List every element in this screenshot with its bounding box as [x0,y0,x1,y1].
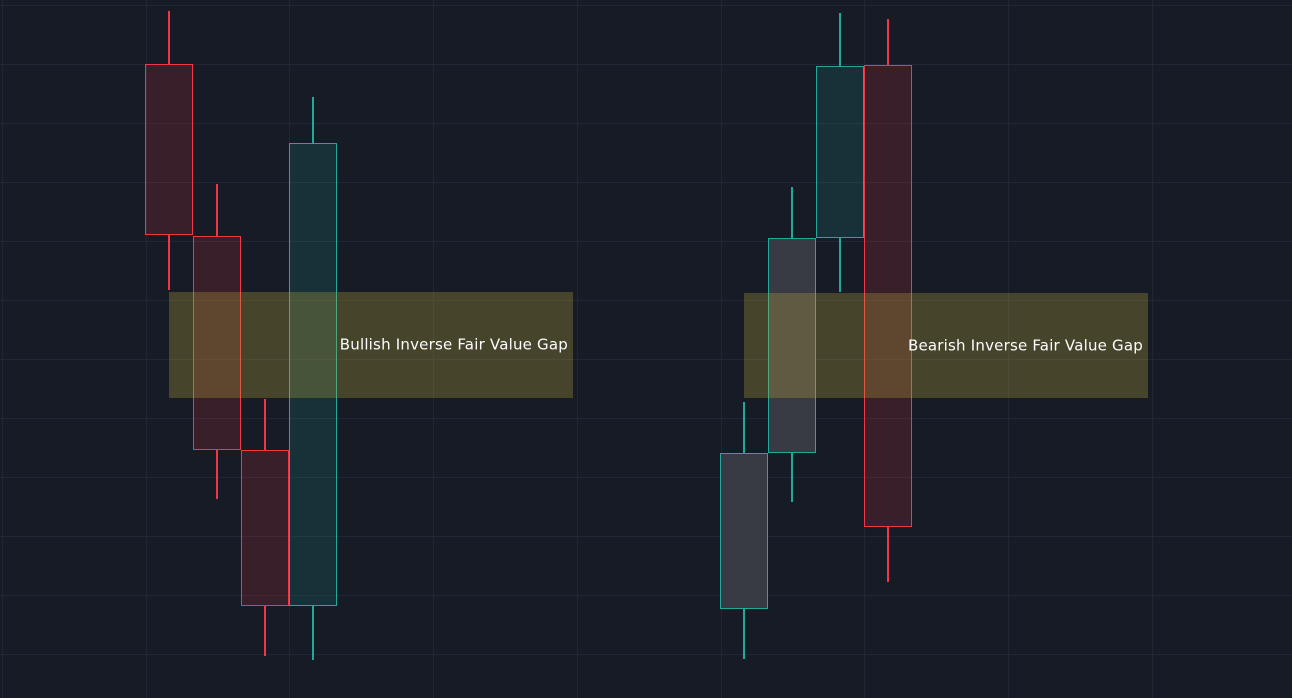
grid-line-horizontal [0,594,1292,596]
grid-line-vertical [433,0,435,698]
candle-lower-wick [886,527,889,582]
candle-upper-wick [790,187,793,238]
candle-body-bull [815,66,864,238]
bullish-inverse-fair-value-gap-label: Bullish Inverse Fair Value Gap [339,335,568,354]
candle-body-bear [144,63,193,235]
candle-upper-wick [886,19,889,65]
grid-line-vertical [576,0,578,698]
grid-line-horizontal [0,535,1292,537]
grid-line-horizontal [0,63,1292,65]
bullish-inverse-fair-value-gap-zone[interactable]: Bullish Inverse Fair Value Gap [169,292,573,398]
grid-line-vertical [1007,0,1009,698]
grid-line-vertical [1151,0,1153,698]
candle-upper-wick [311,97,314,143]
grid-line-vertical [2,0,3,698]
candle-lower-wick [790,452,793,502]
candle-lower-wick [311,605,314,660]
candle-lower-wick [742,609,745,659]
candle-upper-wick [215,184,218,236]
grid-line-horizontal [0,122,1292,124]
grid-line-horizontal [0,358,1292,360]
grid-line-horizontal [0,240,1292,242]
candle-body-neutral [719,453,768,609]
candle-body-bull [288,143,337,606]
candle-body-neutral [767,238,816,453]
grid-line-horizontal [0,4,1292,6]
grid-line-horizontal [0,476,1292,478]
grid-line-horizontal [0,299,1292,301]
candle-lower-wick [263,606,266,656]
grid-line-vertical [145,0,147,698]
grid-line-vertical [289,0,291,698]
bearish-inverse-fair-value-gap-zone[interactable]: Bearish Inverse Fair Value Gap [744,293,1148,398]
candle-upper-wick [838,13,841,66]
grid-line-horizontal [0,181,1292,183]
candle-lower-wick [838,238,841,292]
candle-upper-wick [167,11,170,64]
grid-line-horizontal [0,653,1292,655]
candle-upper-wick [263,399,266,450]
grid-line-vertical [864,0,866,698]
candle-lower-wick [215,450,218,499]
candle-lower-wick [167,234,170,290]
grid-line-horizontal [0,417,1292,419]
bearish-inverse-fair-value-gap-label: Bearish Inverse Fair Value Gap [908,336,1143,354]
grid-line-vertical [720,0,722,698]
candle-upper-wick [742,402,745,453]
candle-body-bear [240,450,289,606]
candle-body-bear [863,65,912,527]
candle-body-bear [192,236,241,450]
